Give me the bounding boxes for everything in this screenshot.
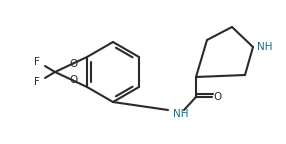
Text: O: O (69, 75, 78, 85)
Text: O: O (69, 59, 78, 69)
Text: NH: NH (173, 109, 188, 119)
Text: F: F (34, 77, 40, 87)
Text: NH: NH (257, 42, 273, 52)
Text: F: F (34, 57, 40, 67)
Text: O: O (214, 92, 222, 102)
